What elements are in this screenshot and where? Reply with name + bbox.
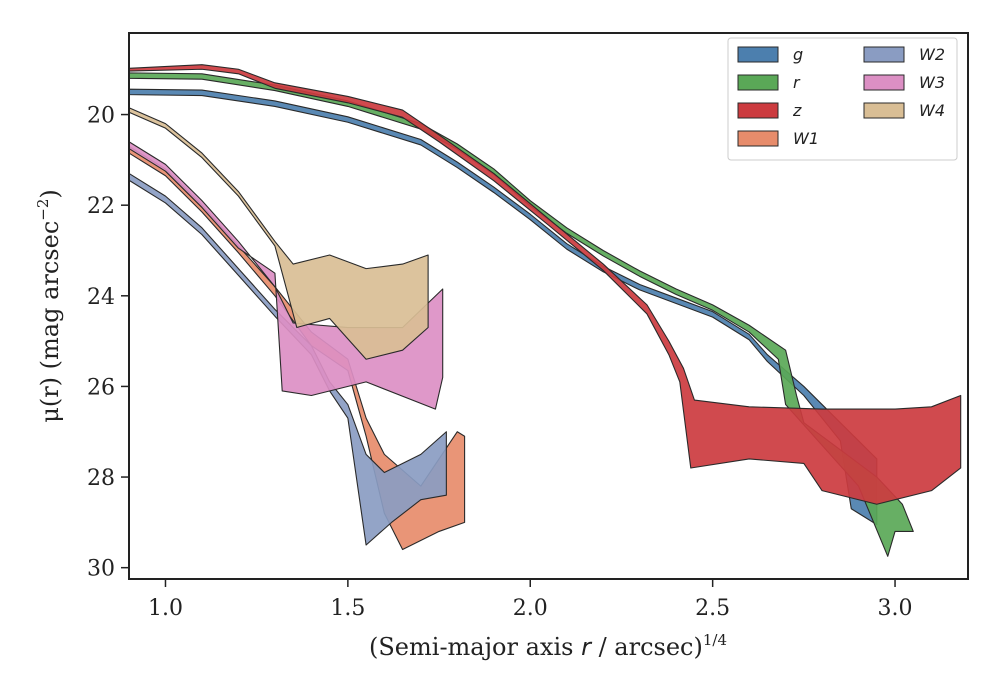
legend-label-z: z — [792, 101, 802, 120]
series-band-z — [128, 64, 962, 505]
plot-frame — [128, 32, 969, 580]
legend-swatch-w3 — [863, 74, 905, 91]
y-tick-label: 22 — [87, 194, 115, 219]
legend: grz W1 W2 W3 W4 — [727, 37, 958, 161]
x-tick-label: 2.5 — [695, 596, 730, 621]
x-tick-label: 2.0 — [513, 596, 548, 621]
x-tick-label: 1.5 — [330, 596, 365, 621]
y-tick-label: 24 — [87, 285, 115, 310]
legend-box — [727, 37, 958, 161]
legend-label-w3: W3 — [919, 73, 945, 92]
y-tick-label: 26 — [87, 375, 115, 400]
legend-swatch-w4 — [863, 102, 905, 119]
legend-label-r: r — [793, 73, 801, 92]
series-band-w4 — [128, 107, 429, 360]
legend-label-g: g — [793, 45, 803, 64]
x-axis-label: (Semi-major axis r / arcsec)1/4 — [369, 631, 727, 661]
y-axis-label: μ(r) (mag arcsec−2) — [34, 189, 64, 423]
legend-swatch-w2 — [863, 46, 905, 63]
legend-label-w2: W2 — [919, 45, 945, 64]
y-tick-label: 20 — [87, 104, 115, 129]
legend-swatch-z — [737, 102, 779, 119]
legend-label-w4: W4 — [919, 101, 945, 120]
legend-swatch-g — [737, 46, 779, 63]
x-tick-label: 3.0 — [878, 596, 913, 621]
y-tick-label: 30 — [87, 557, 115, 582]
x-axis-ticks: 1.0 1.5 2.0 2.5 3.0 — [148, 579, 913, 621]
legend-swatch-w1 — [737, 130, 779, 147]
series-band-w2 — [128, 172, 447, 546]
legend-label-w1: W1 — [793, 129, 819, 148]
legend-swatch-r — [737, 74, 779, 91]
y-tick-label: 28 — [87, 466, 115, 491]
area-bands — [128, 64, 962, 557]
x-tick-label: 1.0 — [148, 596, 183, 621]
y-axis-ticks: 20 22 24 26 28 30 — [87, 104, 129, 582]
